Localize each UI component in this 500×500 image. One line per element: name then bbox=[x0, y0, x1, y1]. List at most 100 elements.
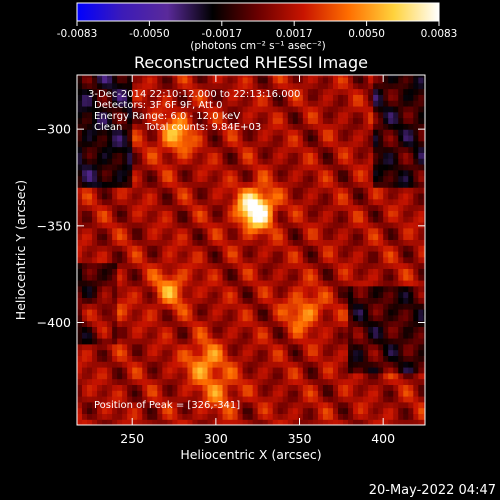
heatmap-cell bbox=[97, 239, 103, 246]
heatmap-cell bbox=[227, 245, 234, 252]
heatmap-cell bbox=[403, 314, 409, 322]
heatmap-cell bbox=[227, 337, 234, 345]
heatmap-cell bbox=[418, 378, 424, 385]
heatmap-cell bbox=[267, 94, 274, 101]
heatmap-cell bbox=[383, 355, 389, 362]
heatmap-cell bbox=[252, 355, 259, 362]
heatmap-cell bbox=[197, 129, 204, 136]
heatmap-cell bbox=[353, 256, 359, 264]
heatmap-cell bbox=[127, 88, 133, 95]
heatmap-cell bbox=[212, 308, 219, 316]
heatmap-cell bbox=[197, 355, 204, 362]
heatmap-cell bbox=[112, 355, 118, 362]
heatmap-cell bbox=[112, 216, 118, 223]
heatmap-cell bbox=[297, 291, 304, 298]
heatmap-cell bbox=[162, 378, 168, 385]
heatmap-cell bbox=[157, 372, 163, 380]
heatmap-cell bbox=[302, 227, 309, 235]
heatmap-cell bbox=[157, 291, 163, 298]
heatmap-cell bbox=[132, 395, 138, 403]
heatmap-cell bbox=[197, 262, 204, 269]
heatmap-cell bbox=[192, 82, 199, 90]
heatmap-cell bbox=[162, 169, 168, 177]
heatmap-cell bbox=[192, 175, 199, 182]
heatmap-cell bbox=[378, 355, 384, 362]
heatmap-cell bbox=[207, 227, 214, 235]
heatmap-cell bbox=[252, 152, 259, 159]
heatmap-cell bbox=[257, 75, 264, 78]
heatmap-cell bbox=[142, 233, 148, 240]
heatmap-cell bbox=[192, 413, 199, 420]
heatmap-cell bbox=[107, 175, 113, 182]
heatmap-cell bbox=[177, 378, 184, 385]
heatmap-cell bbox=[338, 152, 344, 159]
heatmap-cell bbox=[292, 210, 299, 217]
heatmap-cell bbox=[358, 239, 364, 246]
heatmap-cell bbox=[332, 297, 339, 304]
heatmap-cell bbox=[162, 355, 168, 362]
heatmap-cell bbox=[152, 401, 158, 409]
heatmap-cell bbox=[127, 390, 133, 397]
heatmap-cell bbox=[217, 303, 224, 310]
heatmap-cell bbox=[312, 390, 319, 397]
heatmap-cell bbox=[147, 187, 153, 194]
heatmap-cell bbox=[378, 140, 384, 148]
heatmap-cell bbox=[423, 256, 425, 264]
heatmap-cell bbox=[82, 158, 88, 165]
heatmap-cell bbox=[413, 221, 419, 229]
heatmap-cell bbox=[97, 75, 103, 78]
heatmap-cell bbox=[307, 378, 314, 385]
heatmap-cell bbox=[117, 372, 123, 380]
heatmap-cell bbox=[353, 407, 359, 414]
heatmap-cell bbox=[162, 332, 168, 339]
heatmap-cell bbox=[297, 366, 304, 374]
heatmap-cell bbox=[237, 419, 244, 425]
heatmap-cell bbox=[112, 175, 118, 182]
heatmap-cell bbox=[413, 384, 419, 391]
heatmap-cell bbox=[217, 332, 224, 339]
heatmap-cell bbox=[247, 192, 254, 200]
heatmap-cell bbox=[312, 279, 319, 287]
heatmap-cell bbox=[242, 361, 249, 368]
heatmap-cell bbox=[217, 181, 224, 188]
heatmap-cell bbox=[242, 343, 249, 351]
heatmap-cell bbox=[368, 250, 374, 258]
heatmap-cell bbox=[257, 117, 264, 124]
heatmap-cell bbox=[222, 76, 229, 84]
heatmap-cell bbox=[393, 372, 399, 380]
heatmap-cell bbox=[112, 372, 118, 380]
y-tick-label: −400 bbox=[37, 315, 71, 330]
heatmap-cell bbox=[378, 303, 384, 310]
heatmap-cell bbox=[383, 314, 389, 322]
heatmap-cell bbox=[222, 123, 229, 130]
heatmap-cell bbox=[343, 239, 349, 246]
heatmap-cell bbox=[217, 337, 224, 345]
heatmap-cell bbox=[97, 326, 103, 333]
heatmap-cell bbox=[272, 169, 279, 177]
heatmap-cell bbox=[363, 285, 369, 293]
heatmap-cell bbox=[327, 129, 334, 136]
heatmap-cell bbox=[127, 216, 133, 223]
heatmap-cell bbox=[252, 198, 259, 206]
heatmap-cell bbox=[343, 268, 349, 275]
heatmap-cell bbox=[212, 326, 219, 333]
heatmap-cell bbox=[167, 384, 173, 391]
heatmap-cell bbox=[77, 158, 83, 165]
heatmap-cell bbox=[338, 320, 344, 327]
heatmap-cell bbox=[237, 216, 244, 223]
heatmap-cell bbox=[157, 82, 163, 90]
heatmap-cell bbox=[307, 123, 314, 130]
heatmap-cell bbox=[277, 349, 284, 356]
heatmap-cell bbox=[97, 279, 103, 287]
heatmap-cell bbox=[332, 105, 339, 113]
heatmap-cell bbox=[348, 204, 354, 211]
heatmap-cell bbox=[307, 262, 314, 269]
heatmap-cell bbox=[237, 75, 244, 78]
heatmap-cell bbox=[92, 210, 98, 217]
heatmap-cell bbox=[262, 76, 269, 84]
heatmap-cell bbox=[277, 262, 284, 269]
heatmap-cell bbox=[408, 326, 414, 333]
heatmap-cell bbox=[222, 227, 229, 235]
heatmap-cell bbox=[267, 245, 274, 252]
heatmap-cell bbox=[368, 105, 374, 113]
